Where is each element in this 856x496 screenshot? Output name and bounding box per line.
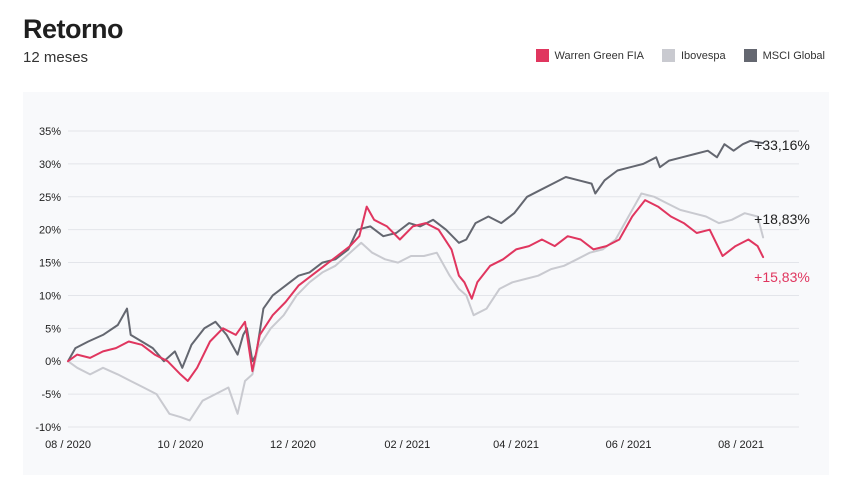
- legend-swatch-ibovespa: [661, 49, 675, 62]
- legend-swatch-warren-green-fia: [535, 49, 549, 62]
- y-tick-label: 20%: [39, 225, 61, 237]
- y-tick-label: 25%: [39, 192, 61, 204]
- x-tick-label: 08 / 2021: [718, 439, 764, 451]
- y-tick-label: 5%: [45, 323, 61, 335]
- end-label-msci-global: +33,16%: [754, 137, 810, 153]
- x-tick-label: 12 / 2020: [270, 439, 316, 451]
- x-tick-label: 10 / 2020: [158, 439, 204, 451]
- x-tick-label: 04 / 2021: [493, 439, 539, 451]
- series-line-ibovespa[interactable]: [67, 192, 765, 422]
- legend-label-ibovespa: Ibovespa: [680, 49, 726, 62]
- legend-label-warren-green-fia: Warren Green FIA: [554, 49, 644, 62]
- end-label-warren-green-fia: +15,83%: [754, 269, 810, 285]
- chart-legend: Warren Green FIA Ibovespa MSCI Global: [535, 49, 825, 62]
- legend-label-msci-global: MSCI Global: [762, 49, 825, 62]
- grid-layer: [68, 130, 799, 428]
- end-labels: +33,16% +18,83% +15,83%: [754, 137, 810, 285]
- legend-swatch-msci-global: [743, 49, 757, 62]
- chart-svg: 35% 30% 25% 20% 15% 10% 5% 0% -5% -10% 08 / 2020 1…: [35, 126, 810, 451]
- legend-item-msci-global[interactable]: MSCI Global: [743, 49, 825, 62]
- end-label-ibovespa: +18,83%: [754, 211, 810, 227]
- y-tick-label: 0%: [45, 356, 61, 368]
- x-tick-label: 08 / 2020: [45, 439, 91, 451]
- legend-item-ibovespa[interactable]: Ibovespa: [661, 49, 726, 62]
- y-tick-label: -10%: [35, 422, 61, 434]
- y-tick-label: -5%: [41, 389, 61, 401]
- series-line-msci-global[interactable]: [67, 139, 765, 369]
- x-tick-label: 02 / 2021: [384, 439, 430, 451]
- x-tick-label: 06 / 2021: [606, 439, 652, 451]
- series-line-warren-green-fia[interactable]: [67, 199, 765, 382]
- chart-panel: 35% 30% 25% 20% 15% 10% 5% 0% -5% -10% 08 / 2020 1…: [23, 92, 829, 475]
- y-axis-labels: 35% 30% 25% 20% 15% 10% 5% 0% -5% -10%: [35, 126, 61, 434]
- page-subtitle: 12 meses: [23, 49, 89, 66]
- y-tick-label: 15%: [39, 258, 61, 270]
- y-tick-label: 30%: [39, 159, 61, 171]
- page-title: Retorno: [23, 14, 124, 44]
- series-layer: [67, 139, 765, 422]
- y-tick-label: 35%: [39, 126, 61, 138]
- y-tick-label: 10%: [39, 290, 61, 302]
- legend-item-warren-green-fia[interactable]: Warren Green FIA: [535, 49, 644, 62]
- x-axis-labels: 08 / 2020 10 / 2020 12 / 2020 02 / 2021 04 /…: [45, 439, 764, 451]
